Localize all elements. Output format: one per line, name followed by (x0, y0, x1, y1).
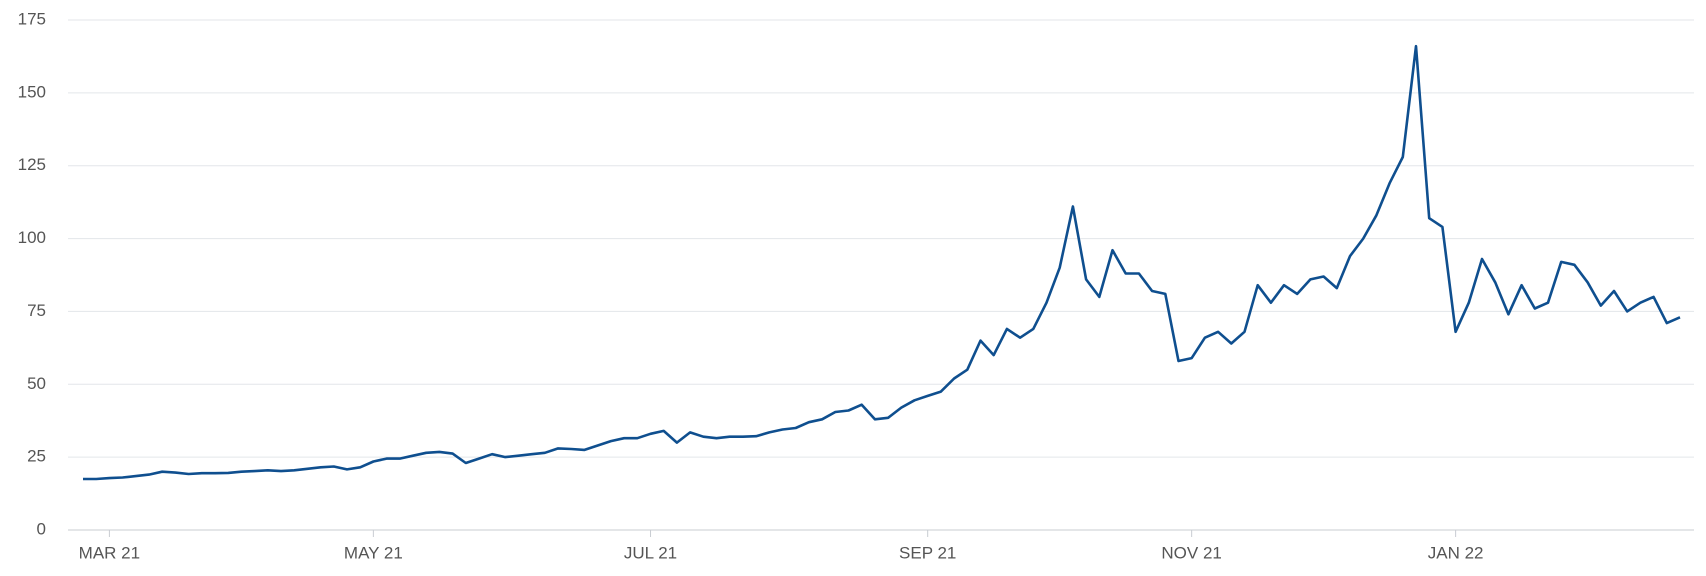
x-tick-label: MAY 21 (344, 543, 403, 562)
x-tick-label: JUL 21 (624, 543, 677, 562)
y-tick-label: 100 (18, 228, 46, 247)
data-line (83, 44, 1681, 481)
x-tick-label: MAR 21 (79, 543, 140, 562)
x-tick-label: SEP 21 (899, 543, 956, 562)
y-tick-label: 50 (27, 374, 46, 393)
x-tick-label: NOV 21 (1161, 543, 1221, 562)
y-tick-label: 25 (27, 447, 46, 466)
y-tick-label: 150 (18, 82, 46, 101)
y-tick-label: 0 (37, 519, 46, 538)
y-tick-label: 175 (18, 9, 46, 28)
x-tick-label: JAN 22 (1428, 543, 1484, 562)
y-tick-label: 75 (27, 301, 46, 320)
y-tick-label: 125 (18, 155, 46, 174)
